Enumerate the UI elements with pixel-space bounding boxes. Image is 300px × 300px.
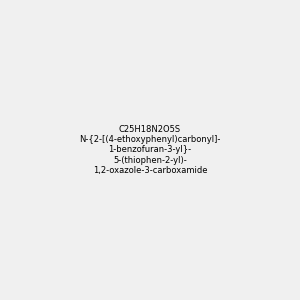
Text: C25H18N2O5S
N-{2-[(4-ethoxyphenyl)carbonyl]-
1-benzofuran-3-yl}-
5-(thiophen-2-y: C25H18N2O5S N-{2-[(4-ethoxyphenyl)carbon… — [79, 125, 221, 175]
